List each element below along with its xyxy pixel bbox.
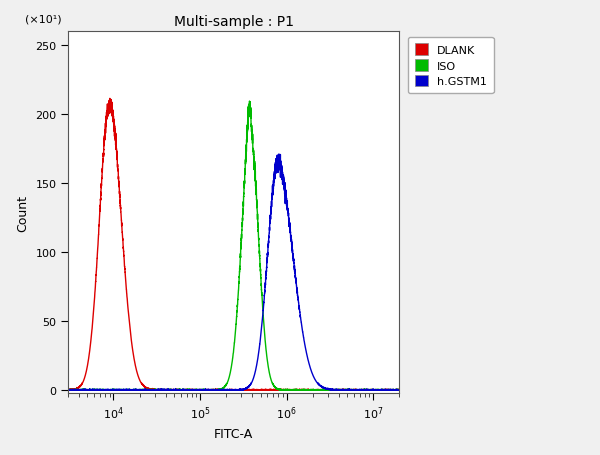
X-axis label: FITC-A: FITC-A [214, 427, 253, 440]
Text: (×10¹): (×10¹) [25, 15, 62, 25]
Y-axis label: Count: Count [17, 194, 30, 231]
Title: Multi-sample : P1: Multi-sample : P1 [174, 15, 294, 30]
Legend: DLANK, ISO, h.GSTM1: DLANK, ISO, h.GSTM1 [408, 37, 494, 94]
